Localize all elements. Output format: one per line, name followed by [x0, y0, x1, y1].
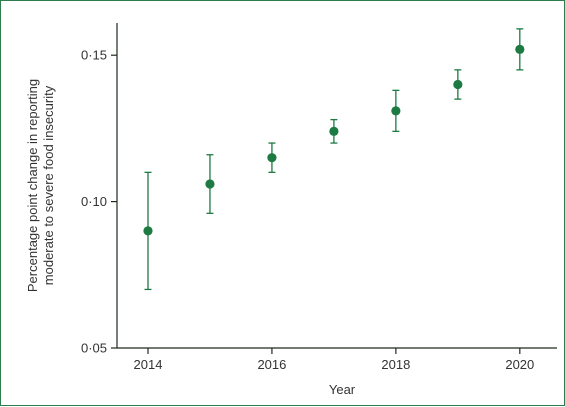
y-ticks: 0·05 0·10 0·15	[81, 48, 117, 356]
x-tick-label: 2020	[505, 357, 534, 372]
x-ticks: 2014 2016 2018 2020	[134, 348, 534, 372]
y-axis-title-line: Percentage point change in reporting	[25, 79, 40, 292]
data-point	[453, 79, 463, 90]
data-point	[205, 179, 215, 189]
x-tick-label: 2014	[134, 357, 163, 372]
data-point	[329, 126, 339, 136]
y-axis-title: Percentage point change in reportingmode…	[25, 79, 56, 292]
data-point	[143, 226, 153, 236]
data-points	[143, 44, 525, 236]
y-tick-label: 0·15	[81, 48, 107, 63]
x-tick-label: 2018	[381, 357, 410, 372]
y-axis-title-line: moderate to severe food insecurity	[41, 85, 56, 285]
y-tick-label: 0·10	[81, 194, 107, 209]
x-tick-label: 2016	[257, 357, 286, 372]
data-point	[267, 153, 277, 163]
y-tick-label: 0·05	[81, 341, 107, 356]
error-bars	[144, 28, 524, 291]
data-point	[391, 106, 401, 116]
x-axis-title: Year	[329, 382, 356, 397]
data-point	[515, 44, 525, 54]
axes	[116, 23, 557, 349]
